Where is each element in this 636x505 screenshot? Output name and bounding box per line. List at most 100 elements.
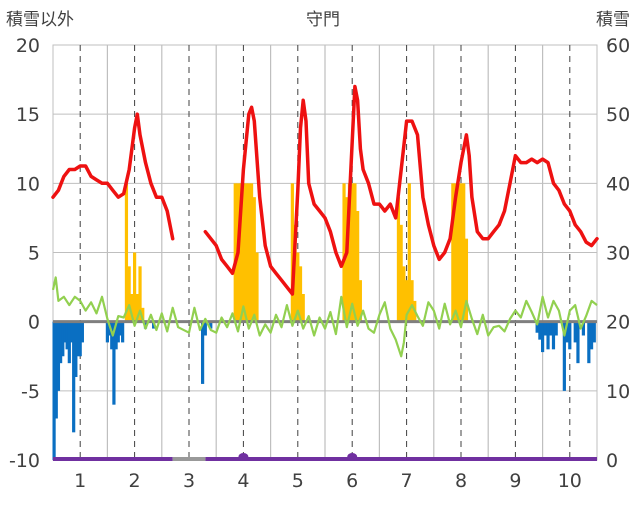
positive-bar <box>456 183 460 322</box>
negative-bar <box>112 321 116 405</box>
negative-bar <box>546 321 550 350</box>
negative-bar <box>59 321 63 364</box>
negative-bar <box>203 321 207 336</box>
right-tick-label: 20 <box>606 312 630 334</box>
positive-bar <box>464 238 469 322</box>
positive-bar <box>405 280 409 322</box>
right-tick-label: 60 <box>606 35 630 57</box>
positive-bar <box>396 197 401 322</box>
negative-bar <box>78 321 82 357</box>
axis-labels: -10 -5 0 5 10 15 20 0 10 20 30 40 50 60 1 2 3 4 5 6 7 8 9 10 <box>9 35 630 492</box>
positive-bar <box>255 252 259 322</box>
positive-bar <box>356 211 360 322</box>
negative-bar <box>65 321 69 350</box>
negative-bar <box>69 321 74 343</box>
snow-depth-line <box>51 112 175 241</box>
right-tick-label: 10 <box>606 381 630 403</box>
positive-bar <box>342 183 346 322</box>
x-tick-label: 4 <box>237 470 249 492</box>
negative-bar <box>535 321 539 333</box>
negative-bar <box>201 321 205 384</box>
negative-bar <box>54 321 58 419</box>
positive-bar <box>453 183 458 322</box>
positive-bar <box>135 294 139 322</box>
negative-bar <box>576 321 580 364</box>
negative-bar <box>67 321 71 364</box>
positive-bar <box>358 280 362 322</box>
chart-title: 守門 <box>306 10 340 30</box>
negative-bar <box>592 321 596 343</box>
left-axis-title: 積雪以外 <box>6 10 74 30</box>
x-tick-label: 3 <box>183 470 195 492</box>
negative-bar <box>114 321 118 350</box>
negative-bar <box>209 321 213 329</box>
positive-bar <box>462 183 466 322</box>
negative-bar <box>105 321 109 343</box>
x-tick-label: 10 <box>558 470 582 492</box>
positive-bar <box>244 183 248 322</box>
positive-bar <box>353 183 357 322</box>
negative-bar <box>76 321 80 357</box>
positive-bar <box>239 183 243 322</box>
left-tick-label: -5 <box>21 381 40 403</box>
right-tick-label: 30 <box>606 243 630 265</box>
negative-bar <box>589 321 594 350</box>
negative-bar <box>74 321 78 377</box>
right-tick-label: 40 <box>606 173 630 195</box>
positive-bar <box>402 266 406 322</box>
negative-bar <box>554 321 558 336</box>
x-tick-label: 6 <box>346 470 358 492</box>
grid-lines <box>52 44 598 461</box>
positive-bar <box>247 183 251 322</box>
positive-bar <box>451 183 455 322</box>
positive-bar <box>301 294 305 322</box>
left-tick-label: 0 <box>28 312 40 334</box>
negative-bar <box>52 321 56 460</box>
bar-series <box>52 183 597 460</box>
positive-bar <box>127 266 131 322</box>
bottom-blip <box>238 453 249 461</box>
negative-bar <box>80 321 84 343</box>
right-tick-label: 0 <box>606 450 618 472</box>
x-tick-label: 9 <box>509 470 521 492</box>
negative-bar <box>573 321 577 343</box>
snow-depth-line <box>203 84 599 296</box>
line-series <box>51 84 599 461</box>
positive-bar <box>130 294 134 322</box>
negative-bar <box>538 321 542 340</box>
positive-bar <box>459 183 463 322</box>
negative-bar <box>568 321 572 350</box>
positive-bar <box>141 307 145 322</box>
right-axis-title: 積雪 <box>596 10 630 30</box>
bottom-blip <box>347 453 358 461</box>
left-tick-label: -10 <box>9 450 40 472</box>
positive-bar <box>298 266 303 322</box>
negative-bar <box>541 321 545 353</box>
x-tick-label: 7 <box>401 470 413 492</box>
positive-bar <box>345 197 349 322</box>
negative-bar <box>121 321 125 343</box>
negative-bar <box>61 321 65 357</box>
positive-bar <box>399 224 403 322</box>
positive-bar <box>241 183 245 322</box>
positive-bar <box>290 183 294 322</box>
positive-bar <box>410 280 414 322</box>
positive-bar <box>233 183 237 322</box>
positive-bar <box>124 183 129 322</box>
positive-bar <box>252 197 256 322</box>
x-tick-label: 5 <box>292 470 304 492</box>
negative-bar <box>63 321 67 343</box>
positive-bar <box>347 183 352 322</box>
negative-bar <box>551 321 556 350</box>
positive-bar <box>133 252 137 322</box>
negative-bar <box>562 321 566 391</box>
positive-bar <box>350 183 354 322</box>
green-line <box>51 276 598 358</box>
x-tick-label: 8 <box>455 470 467 492</box>
positive-bar <box>296 252 300 322</box>
left-tick-label: 15 <box>16 104 40 126</box>
negative-bar <box>565 321 569 343</box>
left-tick-label: 20 <box>16 35 40 57</box>
